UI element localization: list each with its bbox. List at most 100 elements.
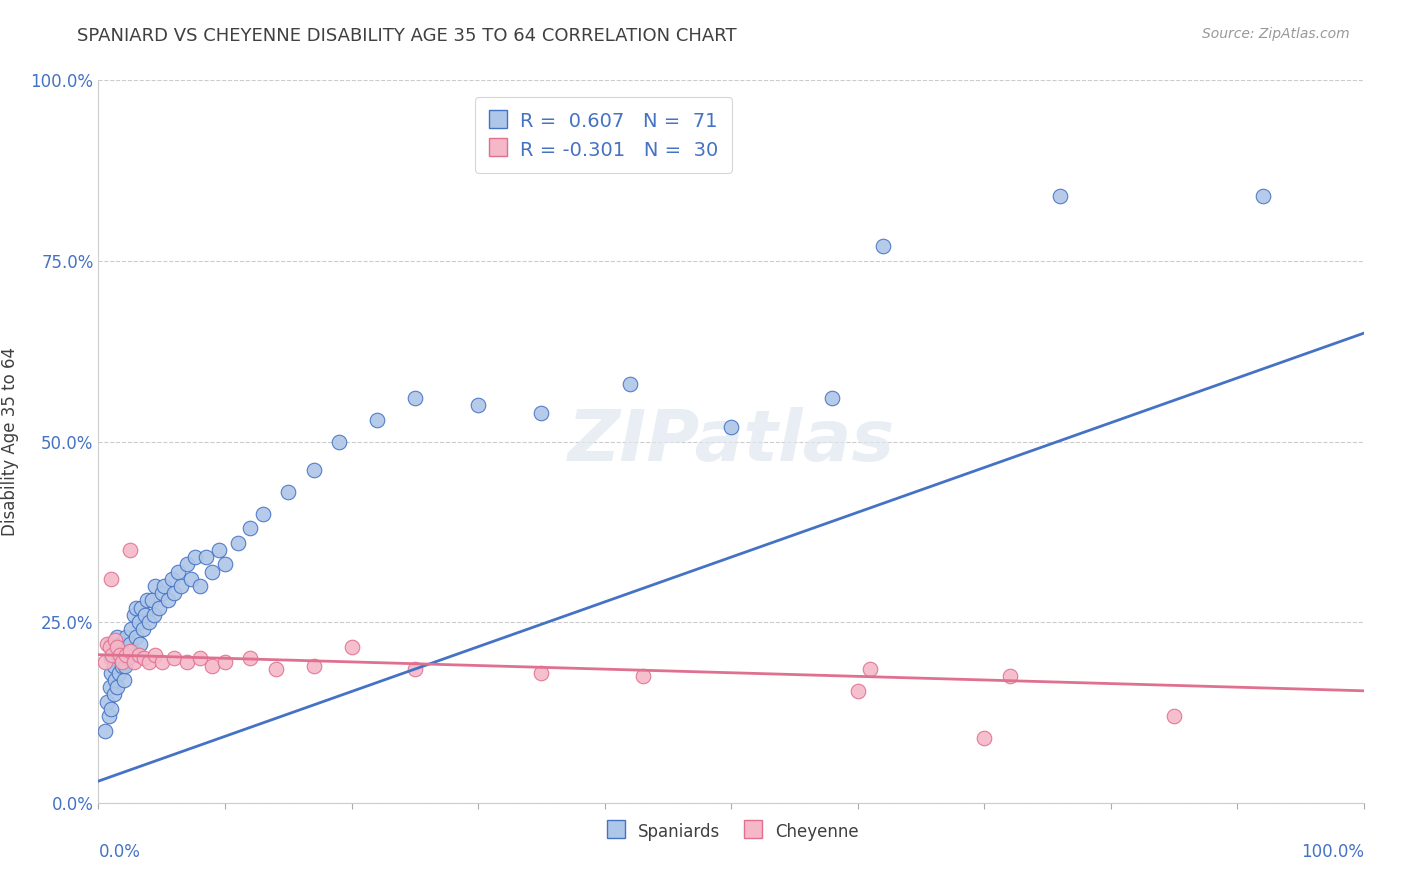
Point	[160, 572, 183, 586]
Point	[264, 662, 287, 676]
Point	[530, 665, 553, 680]
Point	[103, 687, 125, 701]
Point	[128, 648, 150, 662]
Point	[138, 615, 160, 630]
Point	[176, 655, 198, 669]
Point	[1163, 709, 1185, 723]
Point	[302, 658, 325, 673]
Point	[134, 607, 156, 622]
Point	[110, 637, 132, 651]
Y-axis label: Disability Age 35 to 64: Disability Age 35 to 64	[1, 347, 20, 536]
Point	[132, 651, 155, 665]
Point	[150, 655, 173, 669]
Point	[93, 655, 117, 669]
Point	[96, 695, 118, 709]
Point	[100, 637, 122, 651]
Point	[108, 651, 131, 665]
Point	[340, 640, 363, 655]
Point	[145, 648, 166, 662]
Point	[153, 579, 176, 593]
Point	[100, 665, 122, 680]
Point	[404, 662, 426, 676]
Point	[121, 644, 143, 658]
Point	[135, 593, 157, 607]
Point	[619, 376, 641, 391]
Point	[188, 579, 211, 593]
Point	[467, 398, 489, 412]
Point	[226, 535, 249, 549]
Point	[98, 680, 121, 694]
Text: ZIPatlas: ZIPatlas	[568, 407, 894, 476]
Point	[163, 651, 186, 665]
Point	[163, 586, 186, 600]
Point	[117, 651, 139, 665]
Point	[328, 434, 350, 449]
Point	[1049, 189, 1071, 203]
Point	[120, 542, 141, 557]
Point	[180, 572, 202, 586]
Point	[366, 413, 388, 427]
Point	[720, 420, 742, 434]
Point	[821, 391, 844, 405]
Point	[100, 572, 122, 586]
Point	[115, 630, 138, 644]
Point	[631, 669, 654, 683]
Point	[141, 593, 163, 607]
Text: SPANIARD VS CHEYENNE DISABILITY AGE 35 TO 64 CORRELATION CHART: SPANIARD VS CHEYENNE DISABILITY AGE 35 T…	[77, 27, 737, 45]
Point	[107, 680, 129, 694]
Point	[208, 542, 231, 557]
Point	[132, 623, 155, 637]
Point	[183, 550, 205, 565]
Point	[111, 655, 134, 669]
Point	[131, 600, 153, 615]
Point	[120, 644, 141, 658]
Point	[98, 640, 121, 655]
Point	[239, 651, 262, 665]
Point	[97, 709, 120, 723]
Point	[120, 623, 142, 637]
Point	[201, 658, 224, 673]
Point	[112, 644, 135, 658]
Point	[129, 637, 152, 651]
Point	[404, 391, 426, 405]
Point	[122, 607, 145, 622]
Point	[1251, 189, 1274, 203]
Text: 100.0%: 100.0%	[1301, 843, 1364, 861]
Point	[530, 406, 553, 420]
Point	[859, 662, 882, 676]
Point	[101, 648, 124, 662]
Point	[107, 665, 129, 680]
Point	[115, 648, 138, 662]
Point	[214, 558, 236, 572]
Point	[176, 558, 198, 572]
Point	[214, 655, 236, 669]
Point	[169, 579, 191, 593]
Point	[148, 600, 170, 615]
Point	[104, 673, 127, 687]
Point	[872, 239, 894, 253]
Point	[188, 651, 211, 665]
Text: Source: ZipAtlas.com: Source: ZipAtlas.com	[1202, 27, 1350, 41]
Point	[846, 683, 869, 698]
Point	[96, 637, 118, 651]
Point	[201, 565, 224, 579]
Point	[143, 607, 166, 622]
Point	[157, 593, 180, 607]
Point	[100, 651, 122, 665]
Text: 0.0%: 0.0%	[98, 843, 141, 861]
Point	[122, 655, 145, 669]
Point	[112, 673, 135, 687]
Point	[114, 658, 136, 673]
Point	[150, 586, 173, 600]
Point	[125, 630, 148, 644]
Point	[167, 565, 190, 579]
Point	[100, 702, 122, 716]
Point	[252, 507, 274, 521]
Point	[239, 521, 262, 535]
Point	[998, 669, 1021, 683]
Point	[194, 550, 218, 565]
Point	[120, 637, 141, 651]
Point	[145, 579, 166, 593]
Point	[93, 723, 117, 738]
Point	[107, 640, 129, 655]
